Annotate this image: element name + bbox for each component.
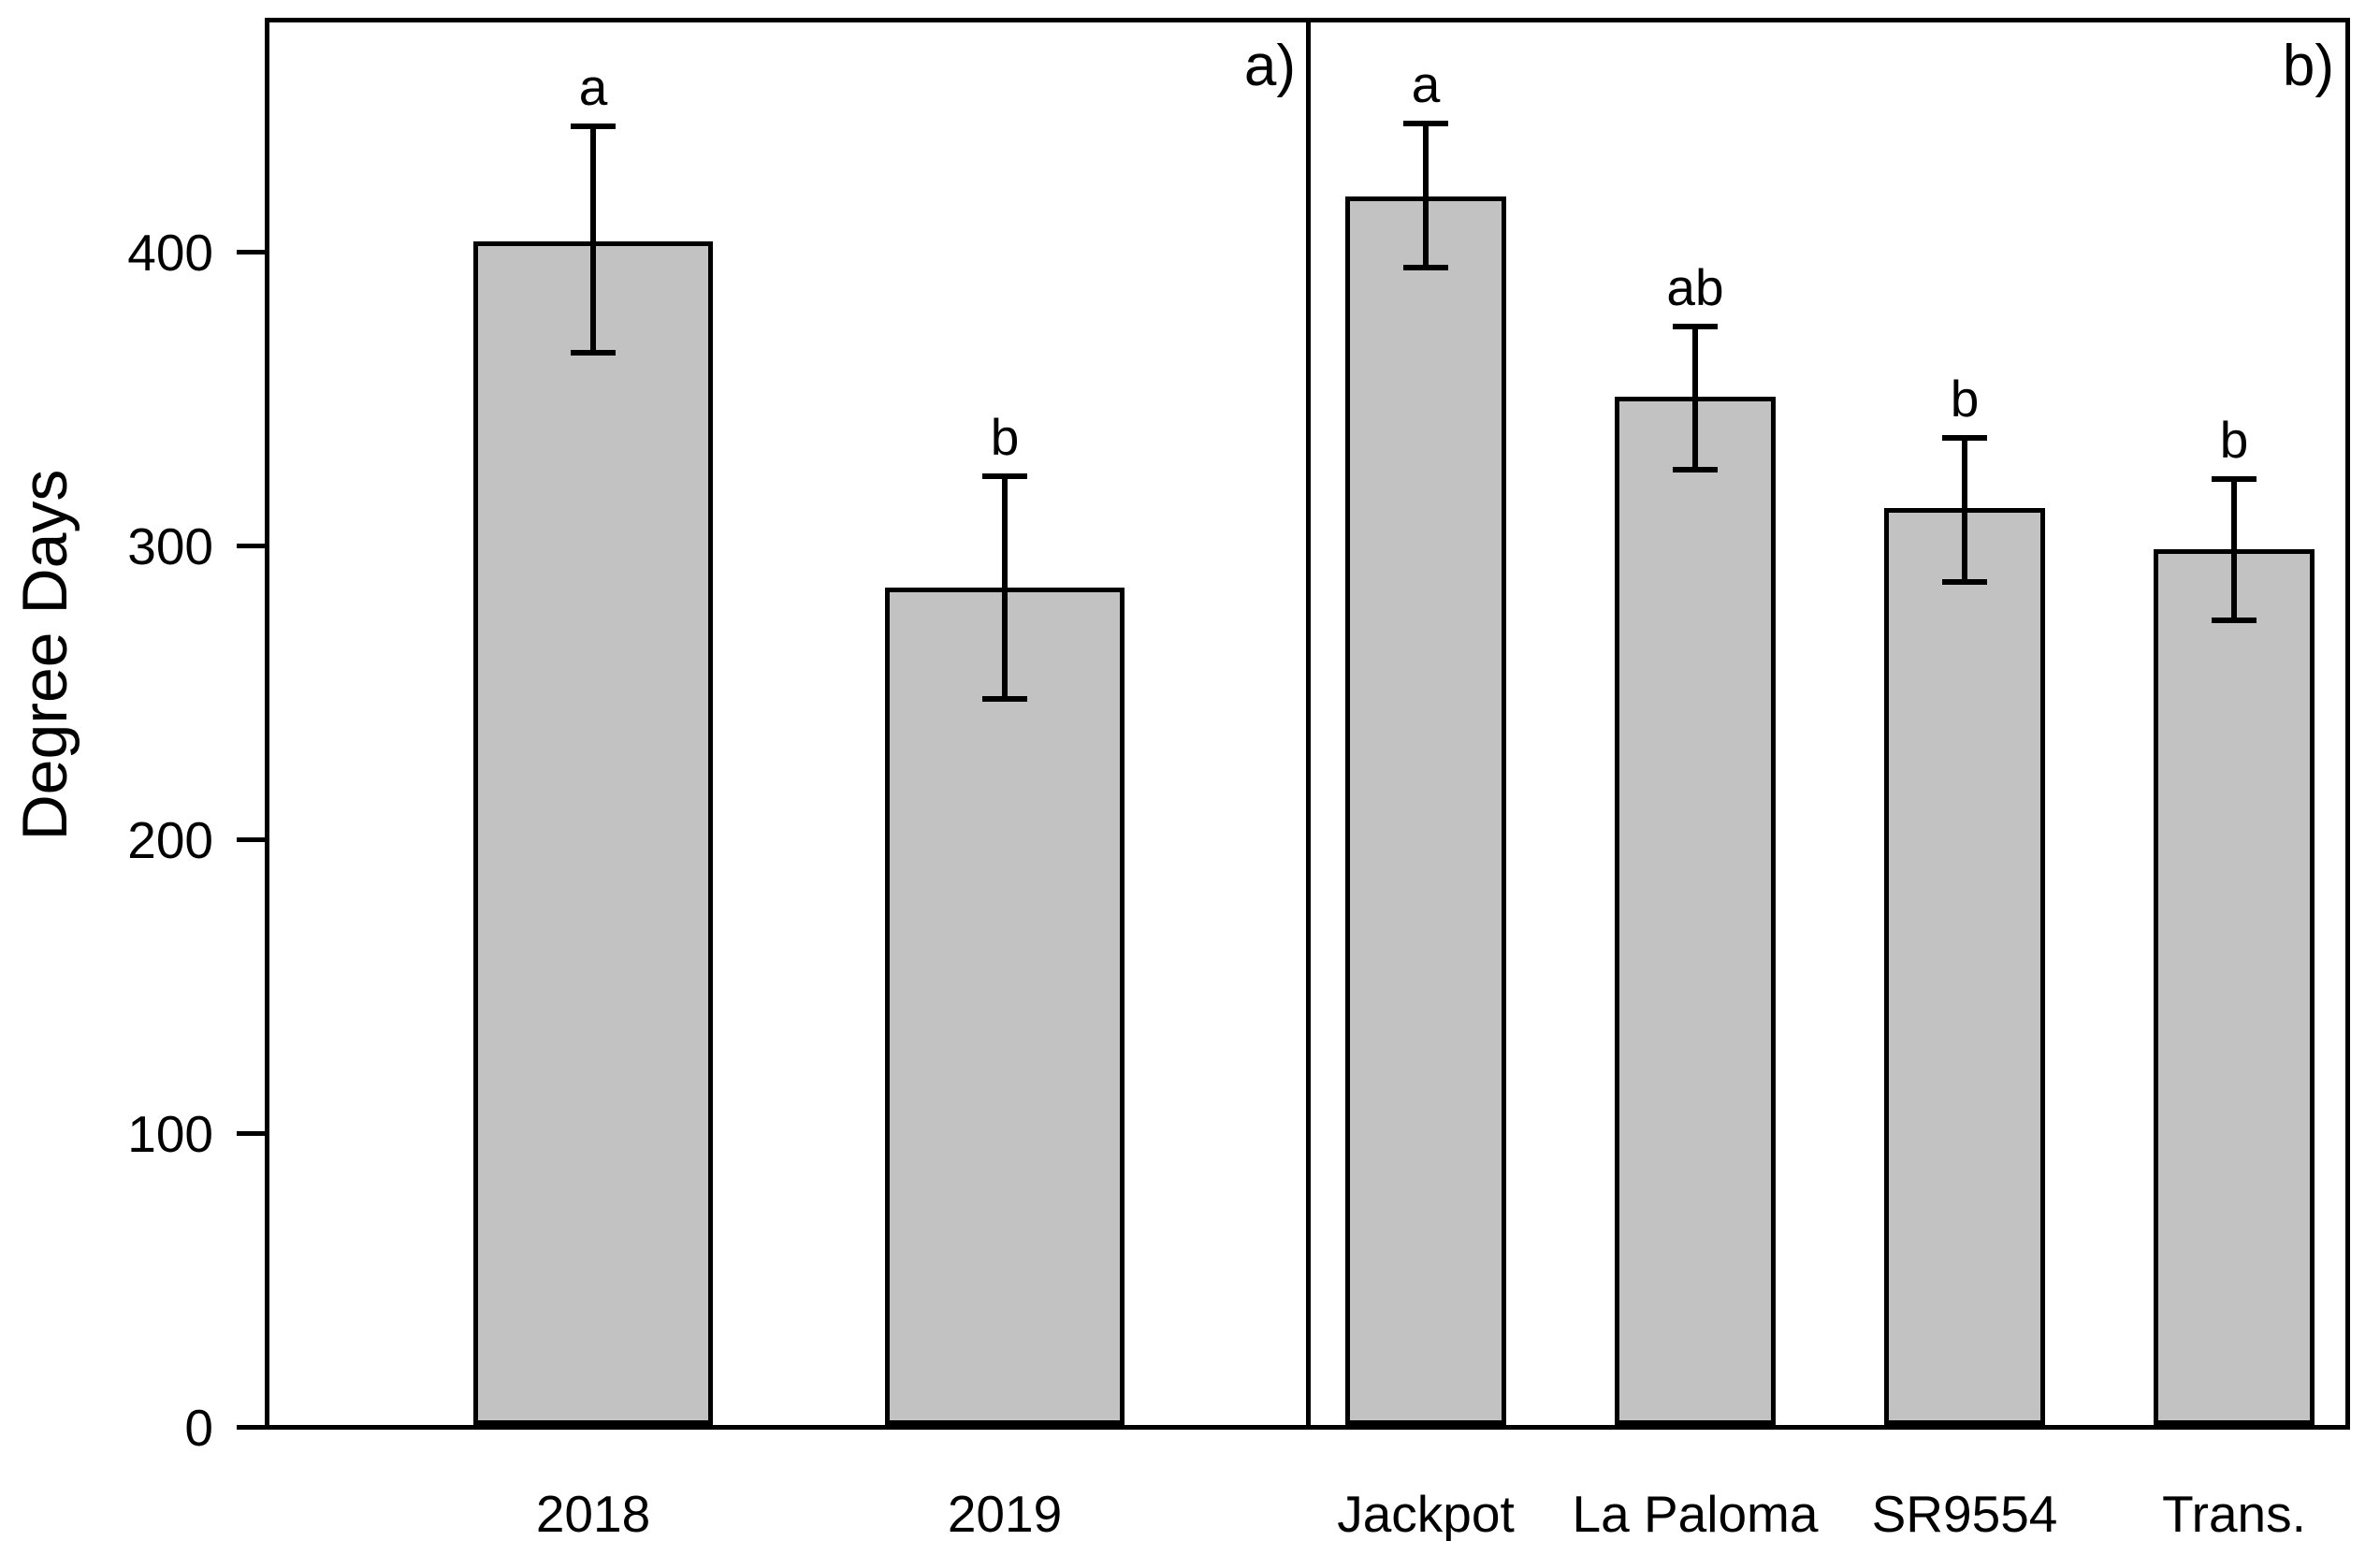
error-cap-bottom-La Paloma <box>1673 467 1718 472</box>
y-tick-label-400: 400 <box>127 224 213 282</box>
sig-letter-SR9554: b <box>1950 370 1980 428</box>
error-bar-2018 <box>590 126 596 353</box>
plot-area: a) b) a b a ab b b <box>265 18 2350 1430</box>
sig-letter-Jackpot: a <box>1411 55 1441 113</box>
x-label-SR9554: SR9554 <box>1871 1485 2058 1541</box>
bar-SR9554 <box>1884 508 2045 1425</box>
y-tick-400 <box>237 250 265 254</box>
error-cap-bottom-2018 <box>571 350 616 356</box>
sig-letter-La Paloma: ab <box>1666 258 1724 316</box>
x-label-2018: 2018 <box>535 1485 651 1541</box>
x-label-Trans.: Trans. <box>2162 1485 2306 1541</box>
sig-letter-Trans.: b <box>2219 411 2249 469</box>
x-label-La Paloma: La Paloma <box>1572 1485 1819 1541</box>
y-tick-label-100: 100 <box>127 1105 213 1163</box>
y-tick-label-0: 0 <box>184 1399 213 1457</box>
panel-divider <box>1306 22 1311 1425</box>
x-label-Jackpot: Jackpot <box>1337 1485 1515 1541</box>
x-label-2019: 2019 <box>947 1485 1063 1541</box>
bar-2018 <box>473 241 713 1425</box>
error-cap-top-SR9554 <box>1942 435 1987 441</box>
error-bar-SR9554 <box>1962 438 1967 582</box>
panel-a-label: a) <box>1243 34 1296 98</box>
y-tick-100 <box>237 1131 265 1136</box>
error-bar-Jackpot <box>1423 124 1429 268</box>
bar-Jackpot <box>1345 196 1506 1425</box>
error-cap-top-Trans. <box>2212 476 2257 482</box>
error-cap-top-2019 <box>982 473 1027 479</box>
error-cap-bottom-SR9554 <box>1942 579 1987 585</box>
bar-Trans. <box>2154 549 2315 1425</box>
y-tick-label-300: 300 <box>127 517 213 575</box>
error-bar-Trans. <box>2231 479 2237 620</box>
error-cap-top-2018 <box>571 124 616 129</box>
error-cap-bottom-Jackpot <box>1403 265 1448 270</box>
error-cap-top-Jackpot <box>1403 121 1448 126</box>
y-tick-label-200: 200 <box>127 811 213 869</box>
sig-letter-2018: a <box>578 58 608 116</box>
panel-b-label: b) <box>2282 34 2334 98</box>
bar-2019 <box>885 588 1125 1425</box>
sig-letter-2019: b <box>990 408 1020 466</box>
y-tick-300 <box>237 544 265 548</box>
error-cap-bottom-Trans. <box>2212 618 2257 623</box>
error-cap-bottom-2019 <box>982 696 1027 702</box>
error-bar-2019 <box>1002 475 1008 699</box>
bar-La Paloma <box>1615 397 1776 1425</box>
y-tick-0 <box>237 1425 265 1430</box>
error-cap-top-La Paloma <box>1673 324 1718 329</box>
error-bar-La Paloma <box>1692 326 1698 470</box>
y-tick-200 <box>237 837 265 842</box>
